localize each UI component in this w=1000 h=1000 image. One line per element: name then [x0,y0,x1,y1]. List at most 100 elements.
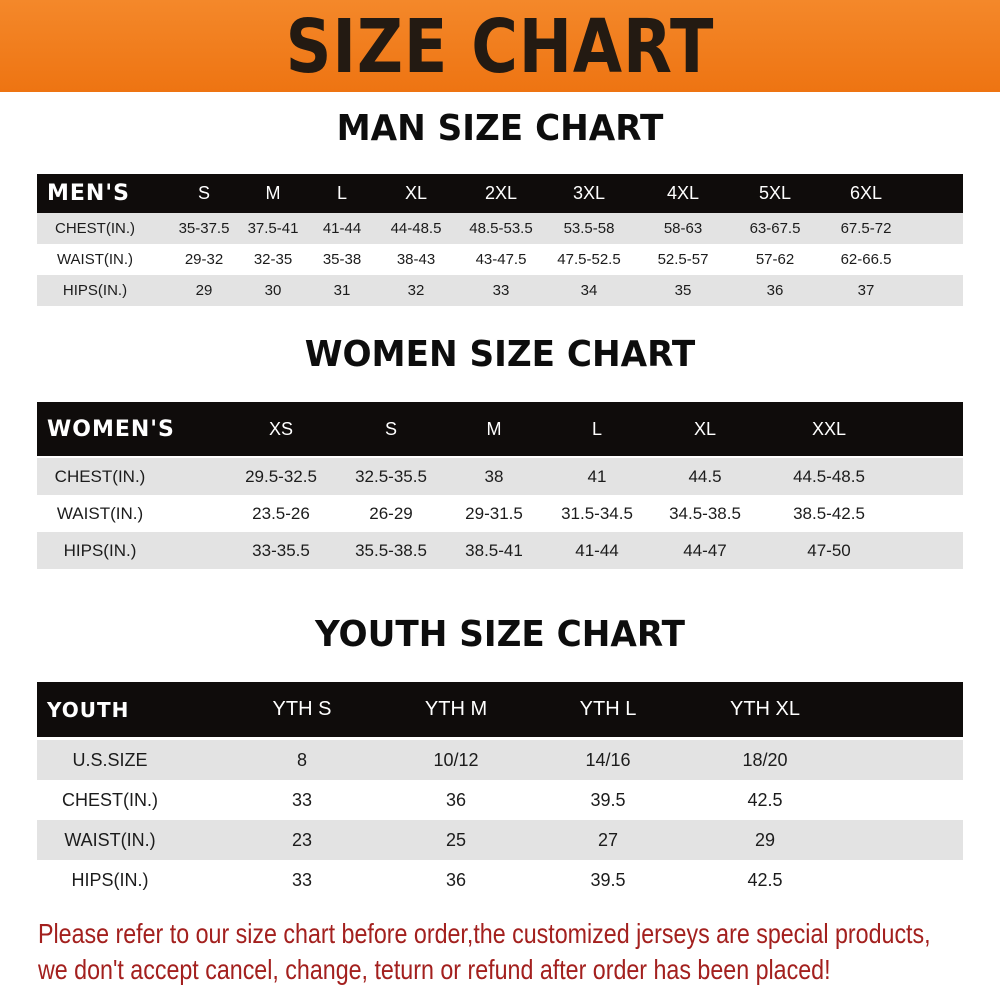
row-label: U.S.SIZE [72,749,148,770]
row-label: CHEST(IN.) [62,789,158,810]
measurement-cell: 8 [296,749,308,770]
size-column-header: YTH L [579,698,637,720]
measurement-cell: 44.5 [688,466,722,486]
notice-line-2: we don't accept cancel, change, teturn o… [38,954,831,985]
size-column-header: YTH M [424,698,488,720]
table-row: WAIST(IN.) 29-32 32-35 35-38 38-43 43-47.5 47.… [37,244,963,275]
size-column-header: 6XL [849,183,883,203]
measurement-cell: 63-67.5 [749,220,801,237]
size-column-header: M [486,418,502,439]
page-title: SIZE CHART [285,4,715,90]
measurement-cell: 14/16 [585,749,631,770]
measurement-cell: 29.5-32.5 [245,466,317,486]
measurement-cell: 25 [445,829,467,850]
size-column-header: M [265,183,281,203]
measurement-cell: 38-43 [396,251,436,268]
measurement-cell: 41-44 [322,220,362,237]
row-label: WAIST(IN.) [56,251,134,268]
title-banner: SIZE CHART [0,0,1000,92]
measurement-cell: 57-62 [755,251,795,268]
men-section-title: MAN SIZE CHART [336,108,664,149]
measurement-cell: 23.5-26 [252,503,310,523]
measurement-cell: 23 [291,829,313,850]
measurement-cell: 53.5-58 [563,220,615,237]
measurement-cell: 29 [754,829,776,850]
measurement-cell: 38.5-41 [465,540,523,560]
measurement-cell: 29 [195,282,213,299]
women-section-title: WOMEN SIZE CHART [304,334,696,375]
measurement-cell: 52.5-57 [657,251,709,268]
measurement-cell: 44-47 [683,540,727,560]
measurement-cell: 37.5-41 [247,220,299,237]
row-label: HIPS(IN.) [71,869,149,890]
measurement-cell: 42.5 [747,789,783,810]
measurement-cell: 36 [445,789,467,810]
measurement-cell: 35-37.5 [178,220,230,237]
table-row: CHEST(IN.) 33 36 39.5 42.5 [37,780,963,820]
measurement-cell: 33 [492,282,510,299]
measurement-cell: 32-35 [253,251,293,268]
measurement-cell: 35.5-38.5 [355,540,427,560]
measurement-cell: 44.5-48.5 [793,466,865,486]
measurement-cell: 48.5-53.5 [469,220,533,237]
youth-section-title: YOUTH SIZE CHART [315,614,685,655]
measurement-cell: 27 [597,829,619,850]
size-column-header: 4XL [666,183,700,203]
row-label: CHEST(IN.) [55,220,135,237]
notice-line-1: Please refer to our size chart before or… [38,918,931,949]
measurement-cell: 26-29 [369,503,413,523]
table-row: WAIST(IN.) 23 25 27 29 [37,820,963,860]
table-row: CHEST(IN.) 29.5-32.5 32.5-35.5 38 41 44.5 44.5… [37,458,963,495]
measurement-cell: 38.5-42.5 [793,503,865,523]
measurement-cell: 36 [766,282,784,299]
measurement-cell: 29-31.5 [465,503,523,523]
measurement-cell: 33-35.5 [252,540,310,560]
measurement-cell: 35 [674,282,692,299]
measurement-cell: 42.5 [747,869,783,890]
measurement-cell: 35-38 [322,251,362,268]
table-header-label: YOUTH [47,697,130,722]
men-size-table: MEN'S S M L XL 2XL 3XL 4XL 5XL 6XL CHEST(IN.) 35-37… [37,174,963,306]
measurement-cell: 33 [291,789,313,810]
measurement-cell: 47-50 [807,540,851,560]
table-row: U.S.SIZE 8 10/12 14/16 18/20 [37,740,963,780]
measurement-cell: 31 [333,282,351,299]
size-column-header: XS [268,418,294,439]
size-column-header: 5XL [758,183,792,203]
measurement-cell: 34.5-38.5 [669,503,741,523]
table-row: WAIST(IN.) 23.5-26 26-29 29-31.5 31.5-34.5 34… [37,495,963,532]
women-size-table: WOMEN'S XS S M L XL XXL CHEST(IN.) 29.5-32.5 32.5… [37,402,963,569]
table-header-label: WOMEN'S [47,416,175,442]
table-row: HIPS(IN.) 29 30 31 32 33 34 35 36 37 [37,275,963,306]
measurement-cell: 47.5-52.5 [557,251,621,268]
size-column-header: S [197,183,211,203]
table-header-row: MEN'S S M L XL 2XL 3XL 4XL 5XL 6XL [37,174,963,213]
measurement-cell: 67.5-72 [840,220,892,237]
table-row: HIPS(IN.) 33 36 39.5 42.5 [37,860,963,900]
size-column-header: S [384,418,398,439]
size-column-header: L [336,183,348,203]
measurement-cell: 10/12 [433,749,479,770]
table-row: CHEST(IN.) 35-37.5 37.5-41 41-44 44-48.5 48.5… [37,213,963,244]
row-label: WAIST(IN.) [64,829,156,850]
youth-size-table: YOUTH YTH S YTH M YTH L YTH XL U.S.SIZE 8 10/12… [37,682,963,900]
size-column-header: XXL [811,418,847,439]
row-label: HIPS(IN.) [62,282,128,299]
measurement-cell: 30 [264,282,282,299]
measurement-cell: 34 [580,282,598,299]
measurement-cell: 32 [407,282,425,299]
measurement-cell: 37 [857,282,875,299]
size-column-header: L [591,418,603,439]
measurement-cell: 39.5 [590,789,626,810]
size-column-header: XL [404,183,428,203]
measurement-cell: 29-32 [184,251,224,268]
measurement-cell: 38 [484,466,504,486]
size-column-header: YTH XL [729,698,801,720]
size-column-header: XL [693,418,717,439]
size-column-header: YTH S [272,698,332,720]
measurement-cell: 58-63 [663,220,703,237]
measurement-cell: 18/20 [742,749,788,770]
measurement-cell: 31.5-34.5 [561,503,633,523]
size-column-header: 3XL [572,183,606,203]
row-label: CHEST(IN.) [54,466,146,486]
